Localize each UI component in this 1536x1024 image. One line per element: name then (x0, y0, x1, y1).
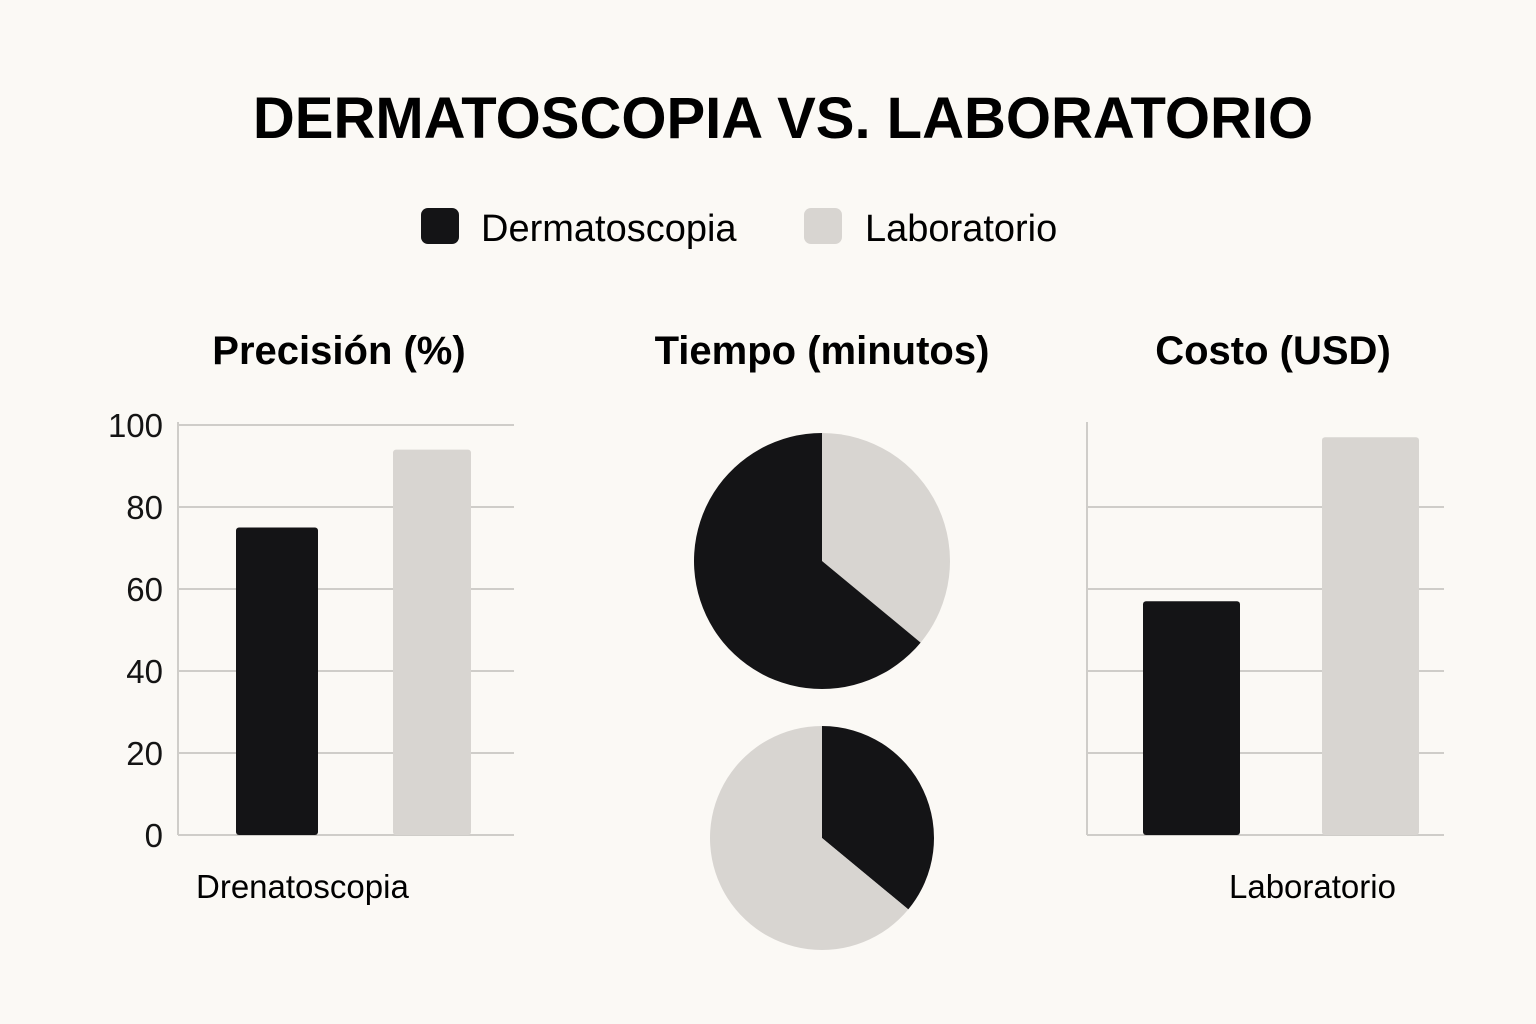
precision-tick-label: 40 (126, 653, 163, 690)
precision-tick-label: 60 (126, 571, 163, 608)
precision-tick-label: 100 (108, 407, 163, 444)
legend-label-dermatoscopia: Dermatoscopia (481, 208, 737, 250)
time-title: Tiempo (minutos) (655, 329, 990, 373)
cost-title: Costo (USD) (1155, 329, 1391, 373)
cost-panel: Costo (USD) Laboratorio (1086, 329, 1444, 905)
precision-bar-dermatoscopia (236, 527, 318, 835)
chart-title: DERMATOSCOPIA VS. LABORATORIO (253, 86, 1313, 151)
time-pie-1-slice-laboratorio (822, 433, 950, 643)
cost-x-label: Laboratorio (1229, 868, 1396, 905)
time-pie-1-slice-dermatoscopia (694, 433, 921, 689)
precision-title: Precisión (%) (212, 329, 465, 373)
legend: Dermatoscopia Laboratorio (421, 208, 1057, 250)
time-pie-2-slice-laboratorio (710, 726, 909, 950)
precision-panel: Precisión (%) 0 20 40 60 80 100 Drenatoscopia (108, 329, 514, 905)
time-pies (694, 433, 950, 950)
precision-y-axis: 0 20 40 60 80 100 (108, 407, 163, 854)
precision-tick-label: 80 (126, 489, 163, 526)
precision-x-label: Drenatoscopia (196, 868, 409, 905)
time-pie-2-slice-dermatoscopia (822, 726, 934, 910)
precision-tick-label: 20 (126, 735, 163, 772)
legend-swatch-dermatoscopia (421, 208, 459, 244)
precision-tick-label: 0 (145, 817, 163, 854)
cost-bar-dermatoscopia (1143, 601, 1240, 835)
legend-swatch-laboratorio (804, 208, 842, 244)
cost-bars (1143, 437, 1419, 835)
precision-grid (177, 422, 514, 836)
time-panel: Tiempo (minutos) (655, 329, 990, 950)
legend-label-laboratorio: Laboratorio (865, 208, 1057, 250)
precision-bar-laboratorio (393, 449, 471, 835)
cost-bar-laboratorio (1322, 437, 1419, 835)
precision-bars (236, 449, 471, 835)
